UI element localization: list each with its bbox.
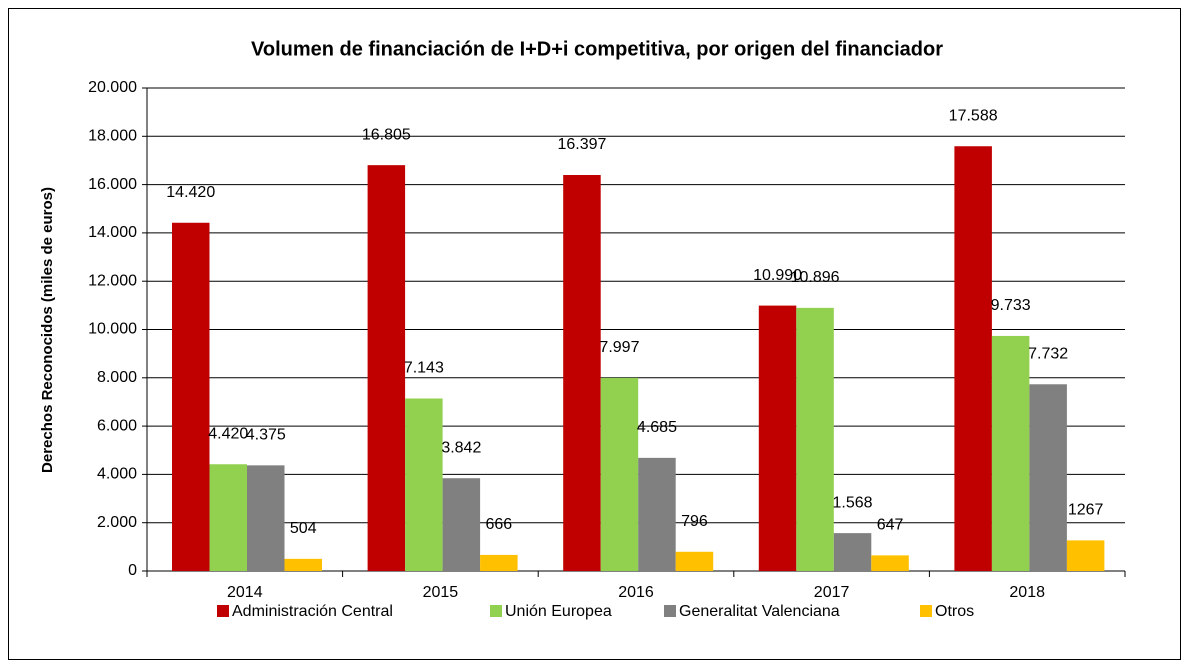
bar <box>991 335 1030 571</box>
bar <box>209 464 247 571</box>
data-label: 16.805 <box>362 126 411 143</box>
legend-swatch <box>217 605 229 617</box>
y-tick-label: 20.000 <box>88 79 137 96</box>
bar <box>871 555 909 571</box>
data-label: 666 <box>485 516 512 533</box>
bar <box>638 457 676 571</box>
x-tick-label: 2016 <box>618 584 654 601</box>
data-label: 4.685 <box>637 419 677 436</box>
y-tick-label: 2.000 <box>97 514 137 531</box>
y-tick-label: 14.000 <box>88 224 137 241</box>
data-label: 1267 <box>1068 502 1104 519</box>
bar <box>675 551 714 571</box>
bar <box>1066 540 1105 571</box>
legend-label: Generalitat Valenciana <box>679 603 840 620</box>
bar <box>172 222 210 571</box>
data-label: 504 <box>290 520 317 537</box>
legend-label: Administración Central <box>232 603 393 620</box>
data-label: 17.588 <box>949 107 998 124</box>
bar <box>600 377 639 571</box>
y-tick-label: 8.000 <box>97 369 137 386</box>
y-tick-label: 18.000 <box>88 128 137 145</box>
legend-swatch <box>920 605 932 617</box>
bar <box>833 533 872 571</box>
data-label: 10.990 <box>753 267 802 284</box>
bar <box>1029 384 1067 571</box>
x-tick-label: 2018 <box>1009 584 1045 601</box>
data-label: 796 <box>681 513 708 530</box>
y-tick-label: 6.000 <box>97 417 137 434</box>
legend-swatch <box>490 605 502 617</box>
data-label: 4.375 <box>246 427 286 444</box>
bar <box>480 554 518 571</box>
data-label: 16.397 <box>557 136 606 153</box>
y-tick-label: 10.000 <box>88 321 137 338</box>
data-label: 7.143 <box>404 360 444 377</box>
legend-label: Otros <box>935 603 974 620</box>
data-label: 14.420 <box>166 184 215 201</box>
data-label: 4.420 <box>208 425 248 442</box>
bar <box>563 175 601 571</box>
data-label: 3.842 <box>441 439 481 456</box>
x-tick-label: 2014 <box>227 584 263 601</box>
legend-label: Unión Europea <box>505 603 612 620</box>
bar <box>367 165 406 572</box>
x-tick-label: 2015 <box>423 584 459 601</box>
bar <box>954 146 992 571</box>
y-tick-label: 0 <box>128 562 137 579</box>
chart-title: Volumen de financiación de I+D+i competi… <box>251 38 943 60</box>
bar <box>247 465 285 571</box>
data-label: 647 <box>877 517 904 534</box>
x-tick-label: 2017 <box>814 584 850 601</box>
legend-swatch <box>664 605 676 617</box>
data-label: 1.568 <box>833 494 873 511</box>
y-axis-label: Derechos Reconocidos (miles de euros) <box>39 187 56 473</box>
bar <box>284 558 322 571</box>
data-label: 7.732 <box>1028 345 1068 362</box>
y-tick-label: 12.000 <box>88 272 137 289</box>
bar <box>796 307 834 571</box>
y-tick-label: 4.000 <box>97 466 137 483</box>
data-label: 10.896 <box>791 269 840 286</box>
y-tick-label: 16.000 <box>88 176 137 193</box>
bar <box>442 478 481 571</box>
bar <box>405 398 443 571</box>
data-label: 7.997 <box>599 339 639 356</box>
bar <box>758 305 797 571</box>
data-label: 9.733 <box>991 297 1031 314</box>
